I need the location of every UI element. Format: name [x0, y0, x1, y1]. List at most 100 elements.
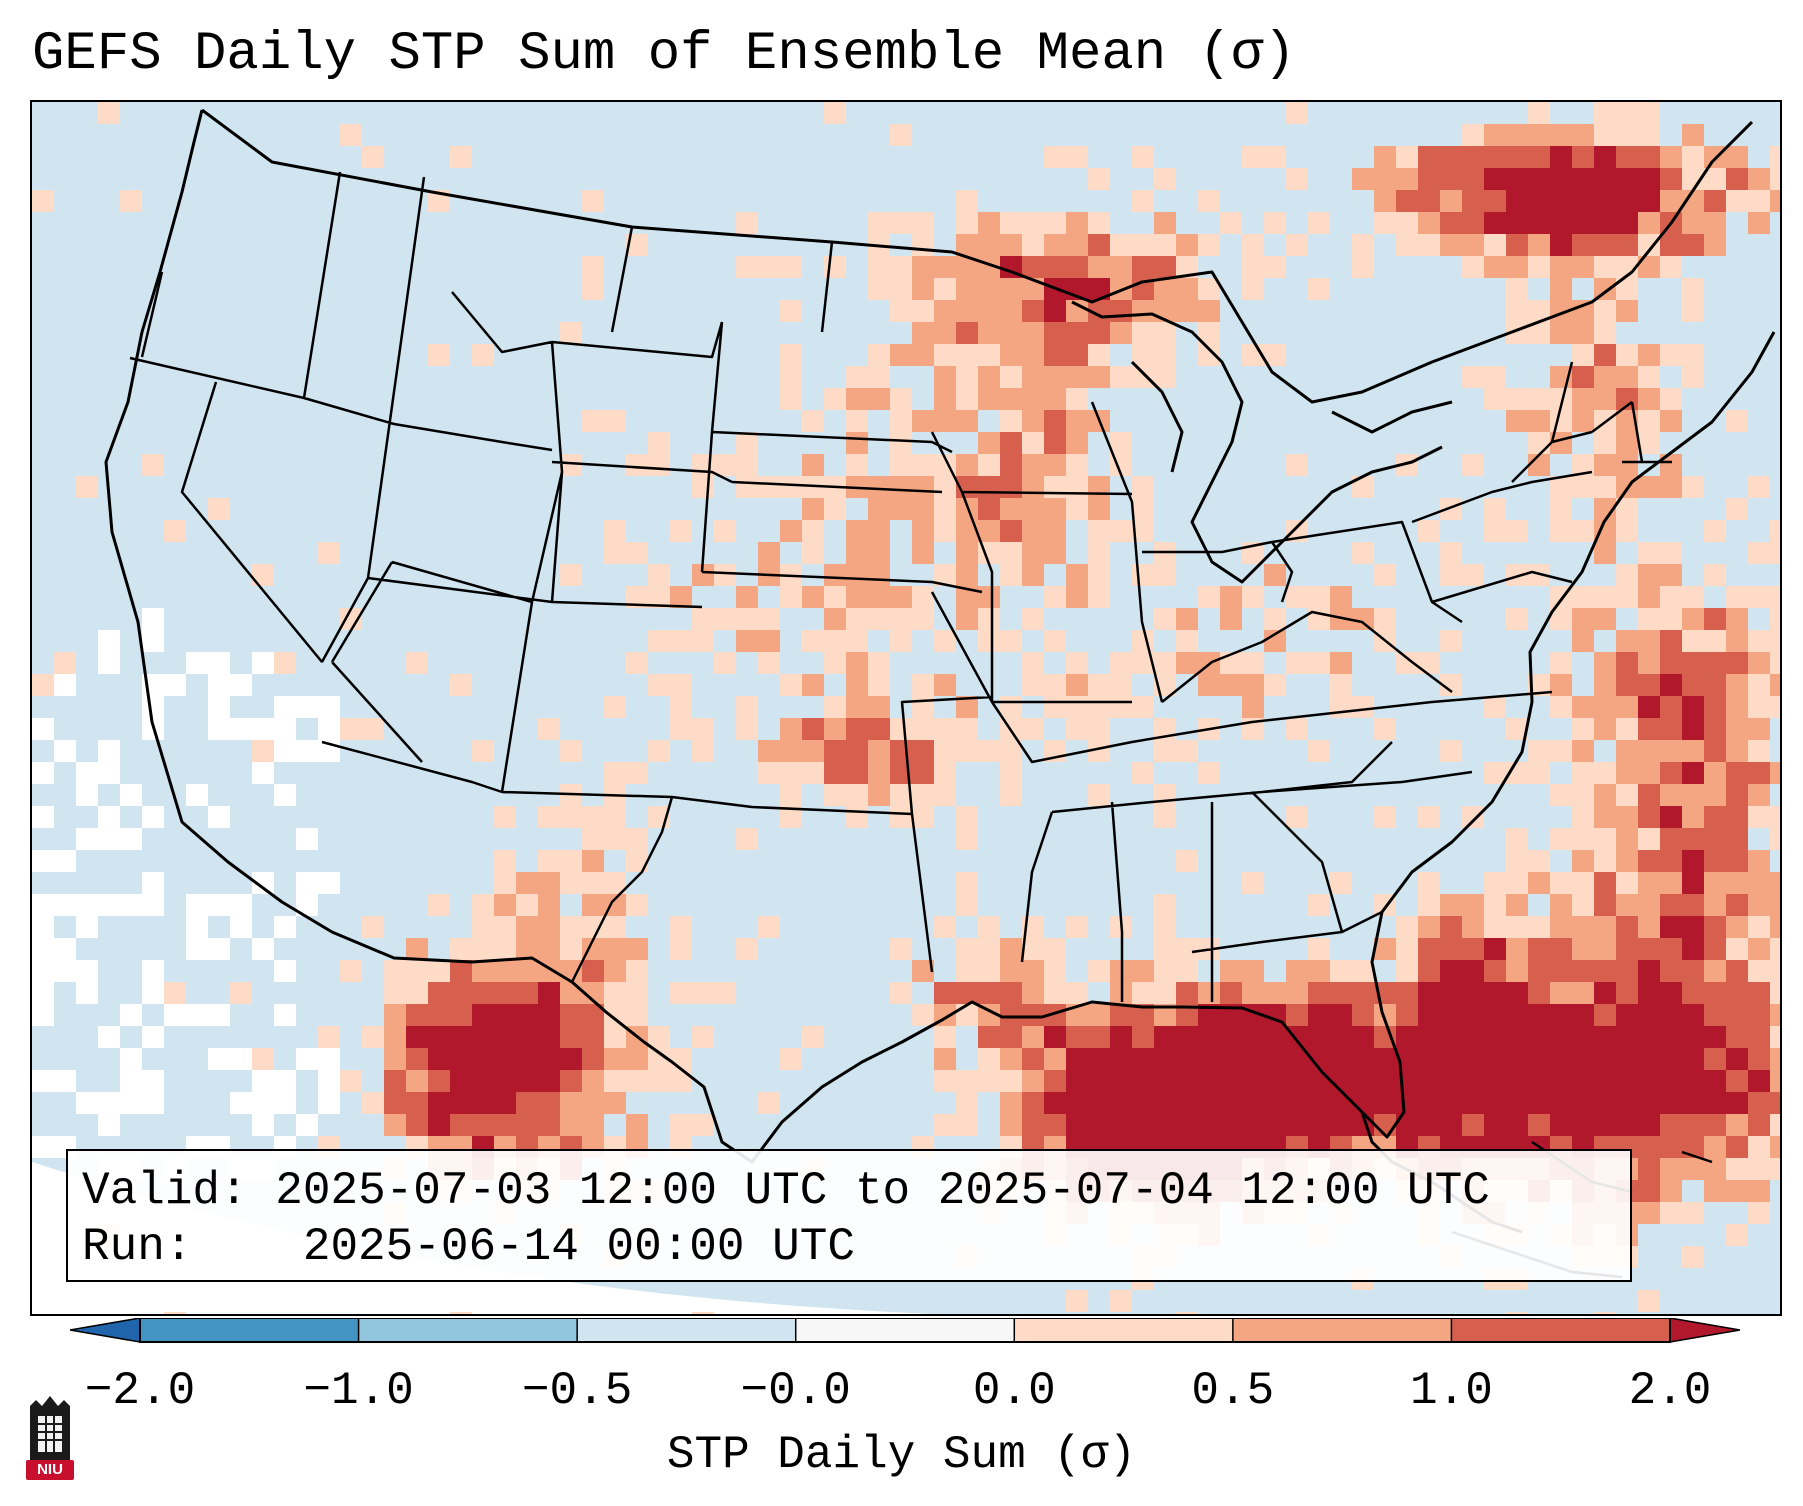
- field-cell: [406, 938, 428, 960]
- field-cell: [1638, 982, 1660, 1004]
- field-cell: [1264, 674, 1286, 696]
- field-cell: [1506, 938, 1528, 960]
- field-cell: [1682, 1004, 1704, 1026]
- field-cell: [1528, 190, 1550, 212]
- field-cell: [1418, 1048, 1440, 1070]
- field-cell: [1484, 124, 1506, 146]
- field-cell: [1044, 1026, 1066, 1048]
- field-cell: [978, 1004, 1000, 1026]
- field-cell: [1770, 608, 1780, 630]
- field-cell: [1440, 674, 1462, 696]
- field-cell: [538, 938, 560, 960]
- field-cell: [560, 564, 582, 586]
- field-cell: [582, 806, 604, 828]
- field-cell: [1396, 212, 1418, 234]
- field-cell: [978, 366, 1000, 388]
- field-cell: [1506, 146, 1528, 168]
- field-cell: [142, 982, 164, 1004]
- field-cell: [604, 938, 626, 960]
- field-cell: [1418, 916, 1440, 938]
- field-cell: [406, 982, 428, 1004]
- field-cell: [120, 1048, 142, 1070]
- field-cell: [934, 982, 956, 1004]
- field-cell: [890, 498, 912, 520]
- field-cell: [1638, 124, 1660, 146]
- field-cell: [32, 718, 54, 740]
- field-cell: [1594, 542, 1616, 564]
- field-cell: [1418, 234, 1440, 256]
- field-cell: [1132, 652, 1154, 674]
- field-cell: [1528, 102, 1550, 124]
- field-cell: [1374, 1092, 1396, 1114]
- field-cell: [1748, 784, 1770, 806]
- field-cell: [1572, 1070, 1594, 1092]
- field-cell: [1220, 1092, 1242, 1114]
- field-cell: [714, 652, 736, 674]
- field-cell: [1176, 960, 1198, 982]
- field-cell: [758, 608, 780, 630]
- field-cell: [1594, 1070, 1616, 1092]
- field-cell: [1638, 938, 1660, 960]
- field-cell: [1638, 652, 1660, 674]
- field-cell: [1418, 938, 1440, 960]
- field-cell: [1110, 1004, 1132, 1026]
- field-cell: [648, 674, 670, 696]
- field-cell: [1110, 520, 1132, 542]
- field-cell: [1550, 256, 1572, 278]
- field-cell: [1462, 1048, 1484, 1070]
- field-cell: [494, 850, 516, 872]
- field-cell: [142, 872, 164, 894]
- field-cell: [1770, 894, 1780, 916]
- field-cell: [32, 190, 54, 212]
- field-cell: [76, 916, 98, 938]
- field-cell: [384, 1092, 406, 1114]
- field-cell: [1132, 344, 1154, 366]
- field-cell: [1682, 1092, 1704, 1114]
- field-cell: [1374, 1114, 1396, 1136]
- field-cell: [956, 982, 978, 1004]
- field-cell: [1088, 212, 1110, 234]
- field-cell: [1330, 1092, 1352, 1114]
- field-cell: [1638, 168, 1660, 190]
- field-cell: [1660, 1004, 1682, 1026]
- field-cell: [1242, 1070, 1264, 1092]
- field-cell: [626, 938, 648, 960]
- field-cell: [1110, 1290, 1132, 1312]
- field-cell: [1682, 784, 1704, 806]
- field-cell: [1594, 960, 1616, 982]
- field-cell: [1484, 1048, 1506, 1070]
- field-cell: [1550, 652, 1572, 674]
- field-cell: [1110, 366, 1132, 388]
- field-cell: [1572, 1114, 1594, 1136]
- field-cell: [846, 696, 868, 718]
- field-cell: [1660, 542, 1682, 564]
- field-cell: [692, 1026, 714, 1048]
- field-cell: [296, 894, 318, 916]
- field-cell: [868, 740, 890, 762]
- field-cell: [1528, 740, 1550, 762]
- field-cell: [384, 1026, 406, 1048]
- field-cell: [1462, 894, 1484, 916]
- field-cell: [538, 1114, 560, 1136]
- field-cell: [956, 696, 978, 718]
- field-cell: [1528, 850, 1550, 872]
- field-cell: [1154, 740, 1176, 762]
- field-cell: [1616, 586, 1638, 608]
- map-panel[interactable]: [30, 100, 1782, 1316]
- field-cell: [956, 564, 978, 586]
- field-cell: [1110, 1026, 1132, 1048]
- field-cell: [1506, 982, 1528, 1004]
- field-cell: [1616, 674, 1638, 696]
- field-cell: [186, 894, 208, 916]
- field-cell: [912, 344, 934, 366]
- field-cell: [1726, 608, 1748, 630]
- field-cell: [978, 498, 1000, 520]
- field-cell: [1088, 1004, 1110, 1026]
- field-cell: [1616, 630, 1638, 652]
- field-cell: [1374, 806, 1396, 828]
- field-cell: [1374, 1004, 1396, 1026]
- field-cell: [472, 960, 494, 982]
- field-cell: [1264, 344, 1286, 366]
- field-cell: [98, 828, 120, 850]
- field-cell: [318, 1070, 340, 1092]
